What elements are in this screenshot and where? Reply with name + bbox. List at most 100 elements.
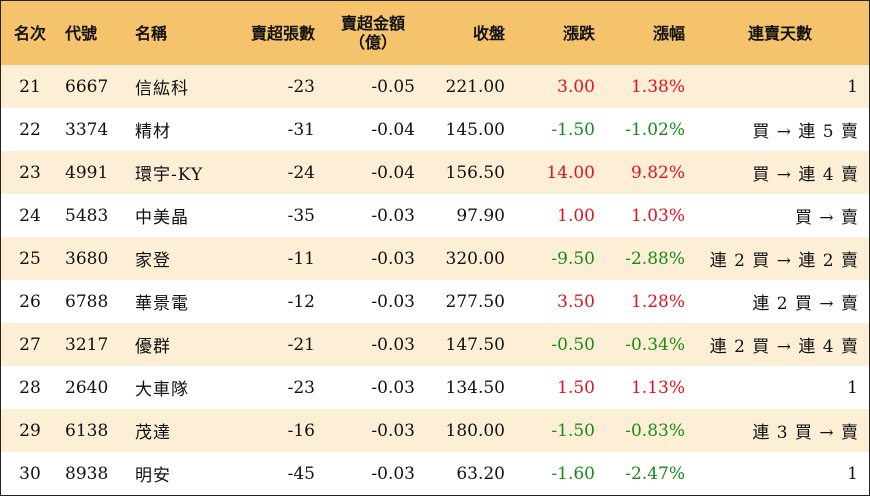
cell-code: 3680 — [65, 248, 109, 269]
cell-change-pct: -0.34% — [625, 334, 685, 355]
cell-name: 信紘科 — [135, 79, 189, 99]
cell-change: 1.50 — [557, 377, 595, 398]
cell-change: 1.00 — [557, 205, 595, 226]
cell-name: 大車隊 — [135, 380, 189, 400]
header-change: 漲跌 — [562, 23, 595, 43]
cell-close: 180.00 — [445, 420, 505, 441]
cell-net-sell-amount: -0.03 — [371, 291, 415, 312]
header-net-sell-amount-line1: 賣超金額 — [340, 14, 405, 33]
cell-streak: 1 — [847, 377, 859, 398]
cell-net-sell-lots: -12 — [287, 291, 315, 312]
cell-rank: 21 — [19, 76, 41, 97]
cell-code: 6138 — [65, 420, 109, 441]
table-row: 29 6138 茂達 -16 -0.03 180.00 -1.50 -0.83%… — [1, 409, 869, 452]
table-row: 23 4991 環宇-KY -24 -0.04 156.50 14.00 9.8… — [1, 151, 869, 194]
cell-change: -1.60 — [551, 463, 595, 484]
cell-rank: 25 — [19, 248, 41, 269]
table-row: 30 8938 明安 -45 -0.03 63.20 -1.60 -2.47% … — [1, 452, 869, 495]
cell-change: 14.00 — [546, 162, 595, 183]
cell-streak: 1 — [847, 463, 859, 484]
cell-name: 環宇-KY — [135, 165, 204, 185]
header-code: 代號 — [65, 23, 98, 43]
cell-change-pct: 1.13% — [630, 377, 685, 398]
cell-change-pct: -2.88% — [625, 248, 685, 269]
table-row: 25 3680 家登 -11 -0.03 320.00 -9.50 -2.88%… — [1, 237, 869, 280]
cell-code: 3217 — [65, 334, 109, 355]
table-row: 26 6788 華景電 -12 -0.03 277.50 3.50 1.28% … — [1, 280, 869, 323]
table-row: 28 2640 大車隊 -23 -0.03 134.50 1.50 1.13% … — [1, 366, 869, 409]
cell-streak: 連 2 買 → 連 4 賣 — [709, 337, 859, 357]
cell-net-sell-lots: -16 — [287, 420, 315, 441]
table-row: 24 5483 中美晶 -35 -0.03 97.90 1.00 1.03% 買… — [1, 194, 869, 237]
cell-close: 97.90 — [456, 205, 505, 226]
header-rank: 名次 — [13, 23, 46, 43]
cell-net-sell-amount: -0.03 — [371, 377, 415, 398]
cell-name: 茂達 — [135, 423, 171, 443]
cell-streak: 買 → 連 5 賣 — [752, 122, 859, 142]
cell-close: 134.50 — [445, 377, 505, 398]
cell-change-pct: -2.47% — [625, 463, 685, 484]
header-net-sell-amount-line2: （億） — [348, 33, 397, 52]
cell-name: 精材 — [135, 122, 171, 142]
cell-close: 147.50 — [445, 334, 505, 355]
cell-net-sell-amount: -0.03 — [371, 334, 415, 355]
cell-change: 3.00 — [557, 76, 595, 97]
cell-net-sell-amount: -0.05 — [371, 76, 415, 97]
cell-net-sell-amount: -0.03 — [371, 420, 415, 441]
cell-code: 3374 — [65, 119, 109, 140]
cell-net-sell-lots: -21 — [287, 334, 315, 355]
cell-code: 2640 — [65, 377, 109, 398]
cell-code: 5483 — [65, 205, 109, 226]
cell-rank: 27 — [19, 334, 41, 355]
cell-streak: 連 3 買 → 賣 — [752, 423, 859, 443]
cell-change: -1.50 — [551, 119, 595, 140]
cell-net-sell-lots: -31 — [287, 119, 315, 140]
cell-net-sell-lots: -24 — [287, 162, 315, 183]
cell-close: 63.20 — [456, 463, 505, 484]
cell-net-sell-amount: -0.03 — [371, 248, 415, 269]
header-streak: 連賣天數 — [747, 23, 812, 43]
cell-name: 優群 — [135, 337, 171, 357]
cell-rank: 29 — [19, 420, 41, 441]
cell-rank: 30 — [19, 463, 41, 484]
table-row: 21 6667 信紘科 -23 -0.05 221.00 3.00 1.38% … — [1, 65, 869, 108]
header-close: 收盤 — [472, 23, 505, 43]
cell-close: 145.00 — [445, 119, 505, 140]
table-row: 22 3374 精材 -31 -0.04 145.00 -1.50 -1.02%… — [1, 108, 869, 151]
cell-code: 4991 — [65, 162, 109, 183]
cell-code: 6788 — [65, 291, 109, 312]
cell-net-sell-amount: -0.03 — [371, 463, 415, 484]
cell-change-pct: -0.83% — [625, 420, 685, 441]
cell-change-pct: 9.82% — [630, 162, 685, 183]
header-name: 名稱 — [135, 23, 168, 43]
header-change-pct: 漲幅 — [652, 23, 685, 43]
cell-streak: 買 → 連 4 賣 — [752, 165, 859, 185]
cell-name: 明安 — [135, 466, 171, 486]
cell-name: 中美晶 — [135, 208, 189, 228]
cell-code: 6667 — [65, 76, 109, 97]
cell-close: 221.00 — [445, 76, 505, 97]
cell-net-sell-lots: -23 — [287, 377, 315, 398]
cell-change: 3.50 — [557, 291, 595, 312]
cell-close: 277.50 — [445, 291, 505, 312]
cell-streak: 買 → 賣 — [794, 208, 859, 228]
cell-net-sell-lots: -45 — [287, 463, 315, 484]
cell-close: 320.00 — [445, 248, 505, 269]
cell-change-pct: -1.02% — [625, 119, 685, 140]
cell-change-pct: 1.38% — [630, 76, 685, 97]
cell-net-sell-lots: -23 — [287, 76, 315, 97]
cell-change-pct: 1.28% — [630, 291, 685, 312]
cell-name: 華景電 — [135, 294, 189, 314]
header-net-sell-lots: 賣超張數 — [250, 23, 315, 43]
cell-close: 156.50 — [445, 162, 505, 183]
cell-code: 8938 — [65, 463, 109, 484]
cell-rank: 23 — [19, 162, 41, 183]
cell-name: 家登 — [135, 251, 171, 271]
cell-rank: 24 — [19, 205, 41, 226]
header-net-sell-amount: 賣超金額 （億） — [325, 1, 425, 65]
table-header-row: 名次 代號 名稱 賣超張數 賣超金額 （億） 收盤 漲跌 漲幅 連賣天數 — [1, 1, 869, 65]
cell-net-sell-lots: -35 — [287, 205, 315, 226]
cell-net-sell-lots: -11 — [287, 248, 315, 269]
